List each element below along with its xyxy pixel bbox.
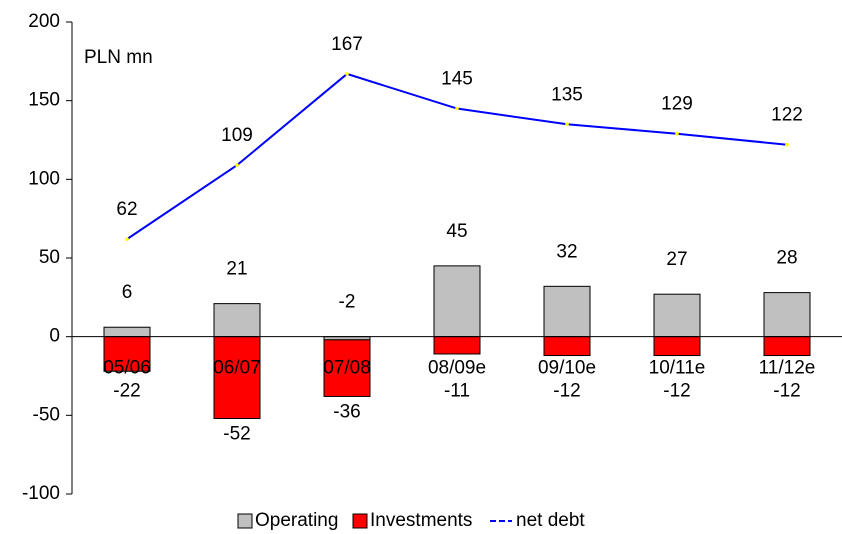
x-tick-label: 06/07 [213,358,261,379]
data-label: 62 [116,199,137,220]
unit-annotation: PLN mn [84,47,153,68]
bar [213,303,261,338]
bar [763,292,811,338]
data-label: -12 [773,381,800,402]
x-tick-label: 11/12e [759,358,816,379]
data-label: -11 [444,381,470,402]
x-tick-label: 07/08 [323,358,371,379]
x-tick-label: 09/10e [538,358,596,379]
legend-label: net debt [516,510,585,531]
line-marker [785,142,789,147]
bar [433,265,481,338]
bar [213,336,261,419]
y-tick-label: 200 [28,11,60,32]
data-label: -2 [339,292,356,313]
line-marker [345,72,349,76]
data-label: 135 [551,84,583,105]
x-tick-label: 05/06 [103,358,151,379]
data-label: 122 [771,105,803,126]
line-marker [565,122,569,127]
bar [543,285,591,338]
bar [543,336,591,357]
data-label: -12 [663,381,690,402]
y-tick-label: -50 [33,404,60,425]
data-label: 21 [226,259,247,280]
data-label: -22 [113,381,140,402]
y-tick-label: 0 [49,326,60,347]
line-marker [455,106,459,111]
data-label: 129 [661,94,693,115]
y-tick-label: 50 [39,247,60,268]
data-label: 109 [221,125,253,146]
y-tick-label: -100 [22,483,60,504]
x-tick-label: 08/09e [428,358,486,379]
bar [653,293,701,338]
legend-swatch [352,513,368,529]
bar [103,326,151,338]
line-marker [125,237,129,241]
bar [763,336,811,357]
data-label: 27 [666,249,687,270]
data-label: 145 [441,69,473,90]
legend-label: Operating [255,510,338,531]
legend-swatch [237,513,253,529]
data-label: 6 [122,282,133,303]
data-label: 32 [556,241,577,262]
data-label: -12 [553,381,580,402]
bar [433,336,481,355]
data-label: 167 [331,34,363,55]
y-tick-label: 100 [28,168,60,189]
data-label: -36 [333,401,360,422]
data-label: 45 [446,221,467,242]
data-label: 28 [776,248,797,269]
bar [653,336,701,357]
y-tick-label: 150 [28,90,60,111]
line-marker [235,163,239,167]
x-tick-label: 10/11e [649,358,706,379]
line-marker [675,131,679,136]
legend-label: Investments [370,510,472,531]
data-label: -52 [223,423,250,444]
bar [323,339,371,397]
